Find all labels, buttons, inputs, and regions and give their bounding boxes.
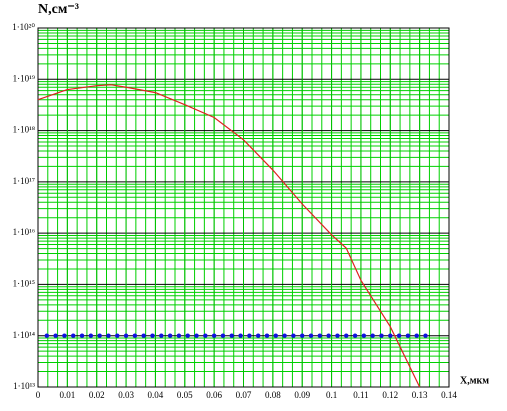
x-tick-label: 0.12 bbox=[382, 390, 398, 400]
x-tick-label: 0.02 bbox=[89, 390, 105, 400]
x-tick-label: 0.04 bbox=[148, 390, 164, 400]
y-tick-label: 1·10¹⁹ bbox=[13, 73, 35, 83]
data-point bbox=[62, 333, 67, 338]
y-tick-label: 1·10¹⁶ bbox=[13, 227, 35, 237]
data-point bbox=[414, 333, 419, 338]
x-tick-label: 0.09 bbox=[294, 390, 310, 400]
data-point bbox=[115, 333, 120, 338]
y-tick-label: 1·10¹⁵ bbox=[13, 278, 35, 288]
y-tick-label: 1·10¹⁸ bbox=[13, 125, 35, 135]
x-tick-label: 0.05 bbox=[177, 390, 193, 400]
data-point bbox=[123, 333, 129, 338]
y-tick-label: 1·10²⁰ bbox=[12, 22, 35, 32]
data-point bbox=[379, 333, 384, 338]
x-axis-label: X,мкм bbox=[460, 375, 489, 386]
data-point bbox=[185, 333, 190, 338]
data-point bbox=[79, 333, 85, 338]
data-point bbox=[317, 333, 323, 338]
x-tick-label: 0.06 bbox=[206, 390, 222, 400]
x-tick-label: 0 bbox=[36, 390, 41, 400]
data-point bbox=[361, 333, 367, 338]
x-tick-label: 0.13 bbox=[412, 390, 428, 400]
x-tick-label: 0.03 bbox=[118, 390, 134, 400]
data-point bbox=[150, 333, 155, 338]
data-point bbox=[291, 333, 296, 338]
x-tick-label: 0.07 bbox=[236, 390, 252, 400]
plot-frame bbox=[37, 27, 450, 388]
data-point bbox=[308, 333, 314, 338]
data-point bbox=[423, 333, 428, 338]
data-point bbox=[255, 333, 261, 338]
x-tick-label: 0.11 bbox=[353, 390, 368, 400]
x-tick-label: 0.14 bbox=[441, 390, 457, 400]
data-point bbox=[238, 333, 243, 338]
data-point bbox=[167, 333, 173, 338]
data-point bbox=[88, 333, 94, 338]
data-point bbox=[106, 333, 111, 338]
data-point bbox=[344, 333, 349, 338]
data-point bbox=[405, 333, 411, 338]
y-tick-label: 1·10¹⁷ bbox=[13, 176, 35, 186]
data-point bbox=[247, 333, 252, 338]
data-point bbox=[335, 333, 340, 338]
data-point bbox=[53, 333, 58, 338]
data-point bbox=[211, 333, 217, 338]
y-axis-label: N,см⁻³ bbox=[38, 2, 79, 17]
data-point bbox=[194, 333, 199, 338]
x-tick-label: 0.01 bbox=[59, 390, 75, 400]
data-point bbox=[264, 333, 270, 338]
y-tick-label: 1·10¹³ bbox=[13, 381, 35, 391]
x-tick-label: 0.08 bbox=[265, 390, 281, 400]
data-point bbox=[370, 333, 375, 338]
data-point bbox=[71, 333, 76, 338]
data-point bbox=[159, 333, 164, 338]
data-point bbox=[396, 333, 402, 338]
data-point bbox=[352, 333, 358, 338]
data-point bbox=[44, 333, 50, 338]
y-tick-label: 1·10¹⁴ bbox=[13, 330, 35, 340]
data-point bbox=[300, 333, 305, 338]
data-point bbox=[282, 333, 287, 338]
data-point bbox=[326, 333, 331, 338]
data-point bbox=[203, 333, 208, 338]
data-point bbox=[132, 333, 138, 338]
data-point bbox=[97, 333, 102, 338]
data-point bbox=[176, 333, 182, 338]
data-point bbox=[141, 333, 146, 338]
data-point bbox=[273, 333, 278, 338]
data-point bbox=[220, 333, 226, 338]
x-tick-label: 0.1 bbox=[326, 390, 337, 400]
data-point bbox=[229, 333, 234, 338]
data-point bbox=[388, 333, 393, 338]
line bbox=[37, 84, 421, 388]
